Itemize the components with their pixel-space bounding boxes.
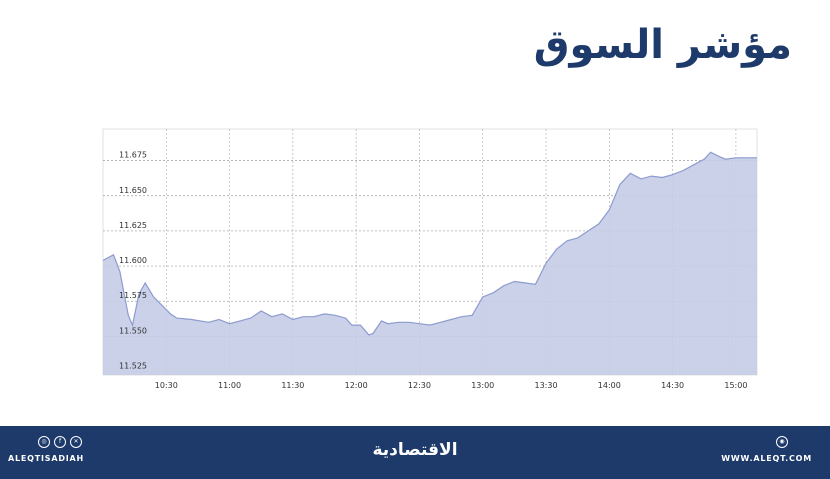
x-axis: 10:30 11:00 11:30 12:00 12:30 13:00 13:30 14:00… [155,381,748,390]
x-tick-label: 10:30 [155,381,178,390]
x-tick-label: 13:00 [471,381,494,390]
social-handle[interactable]: ALEQTISADIAH [8,454,85,463]
y-tick-label: 11.550 [119,326,147,335]
y-tick-label: 11.575 [119,291,147,300]
brand-logo: الاقتصادية [372,440,458,460]
y-axis: 11.525 11.550 11.575 11.600 11.625 11.650 11.6… [119,151,147,371]
x-tick-label: 14:30 [661,381,684,390]
facebook-icon[interactable]: f [54,436,66,448]
footer-website: ◉ WWW.ALEQT.COM [721,436,812,463]
globe-icon: ◉ [776,436,788,448]
y-tick-label: 11.675 [119,151,147,160]
instagram-icon[interactable]: ◎ [38,436,50,448]
y-tick-label: 11.600 [119,256,147,265]
x-tick-label: 12:00 [345,381,368,390]
x-tick-label: 15:00 [724,381,747,390]
x-icon[interactable]: ✕ [70,436,82,448]
x-tick-label: 14:00 [598,381,621,390]
market-index-chart: 11.525 11.550 11.575 11.600 11.625 11.650 11.6… [102,128,758,390]
website-link[interactable]: WWW.ALEQT.COM [721,454,812,463]
x-tick-label: 11:30 [281,381,304,390]
x-tick-label: 11:00 [218,381,241,390]
page-title: مؤشر السوق [533,22,792,68]
series-line [102,151,757,336]
y-tick-label: 11.525 [119,361,147,370]
y-tick-label: 11.650 [119,186,147,195]
x-tick-label: 12:30 [408,381,431,390]
series-area [103,152,757,375]
footer-social: ◎ f ✕ ALEQTISADIAH [8,436,84,463]
footer-bar: ◎ f ✕ ALEQTISADIAH الاقتصادية ◉ WWW.ALEQ… [0,426,830,479]
x-tick-label: 13:30 [535,381,558,390]
y-tick-label: 11.625 [119,221,147,230]
